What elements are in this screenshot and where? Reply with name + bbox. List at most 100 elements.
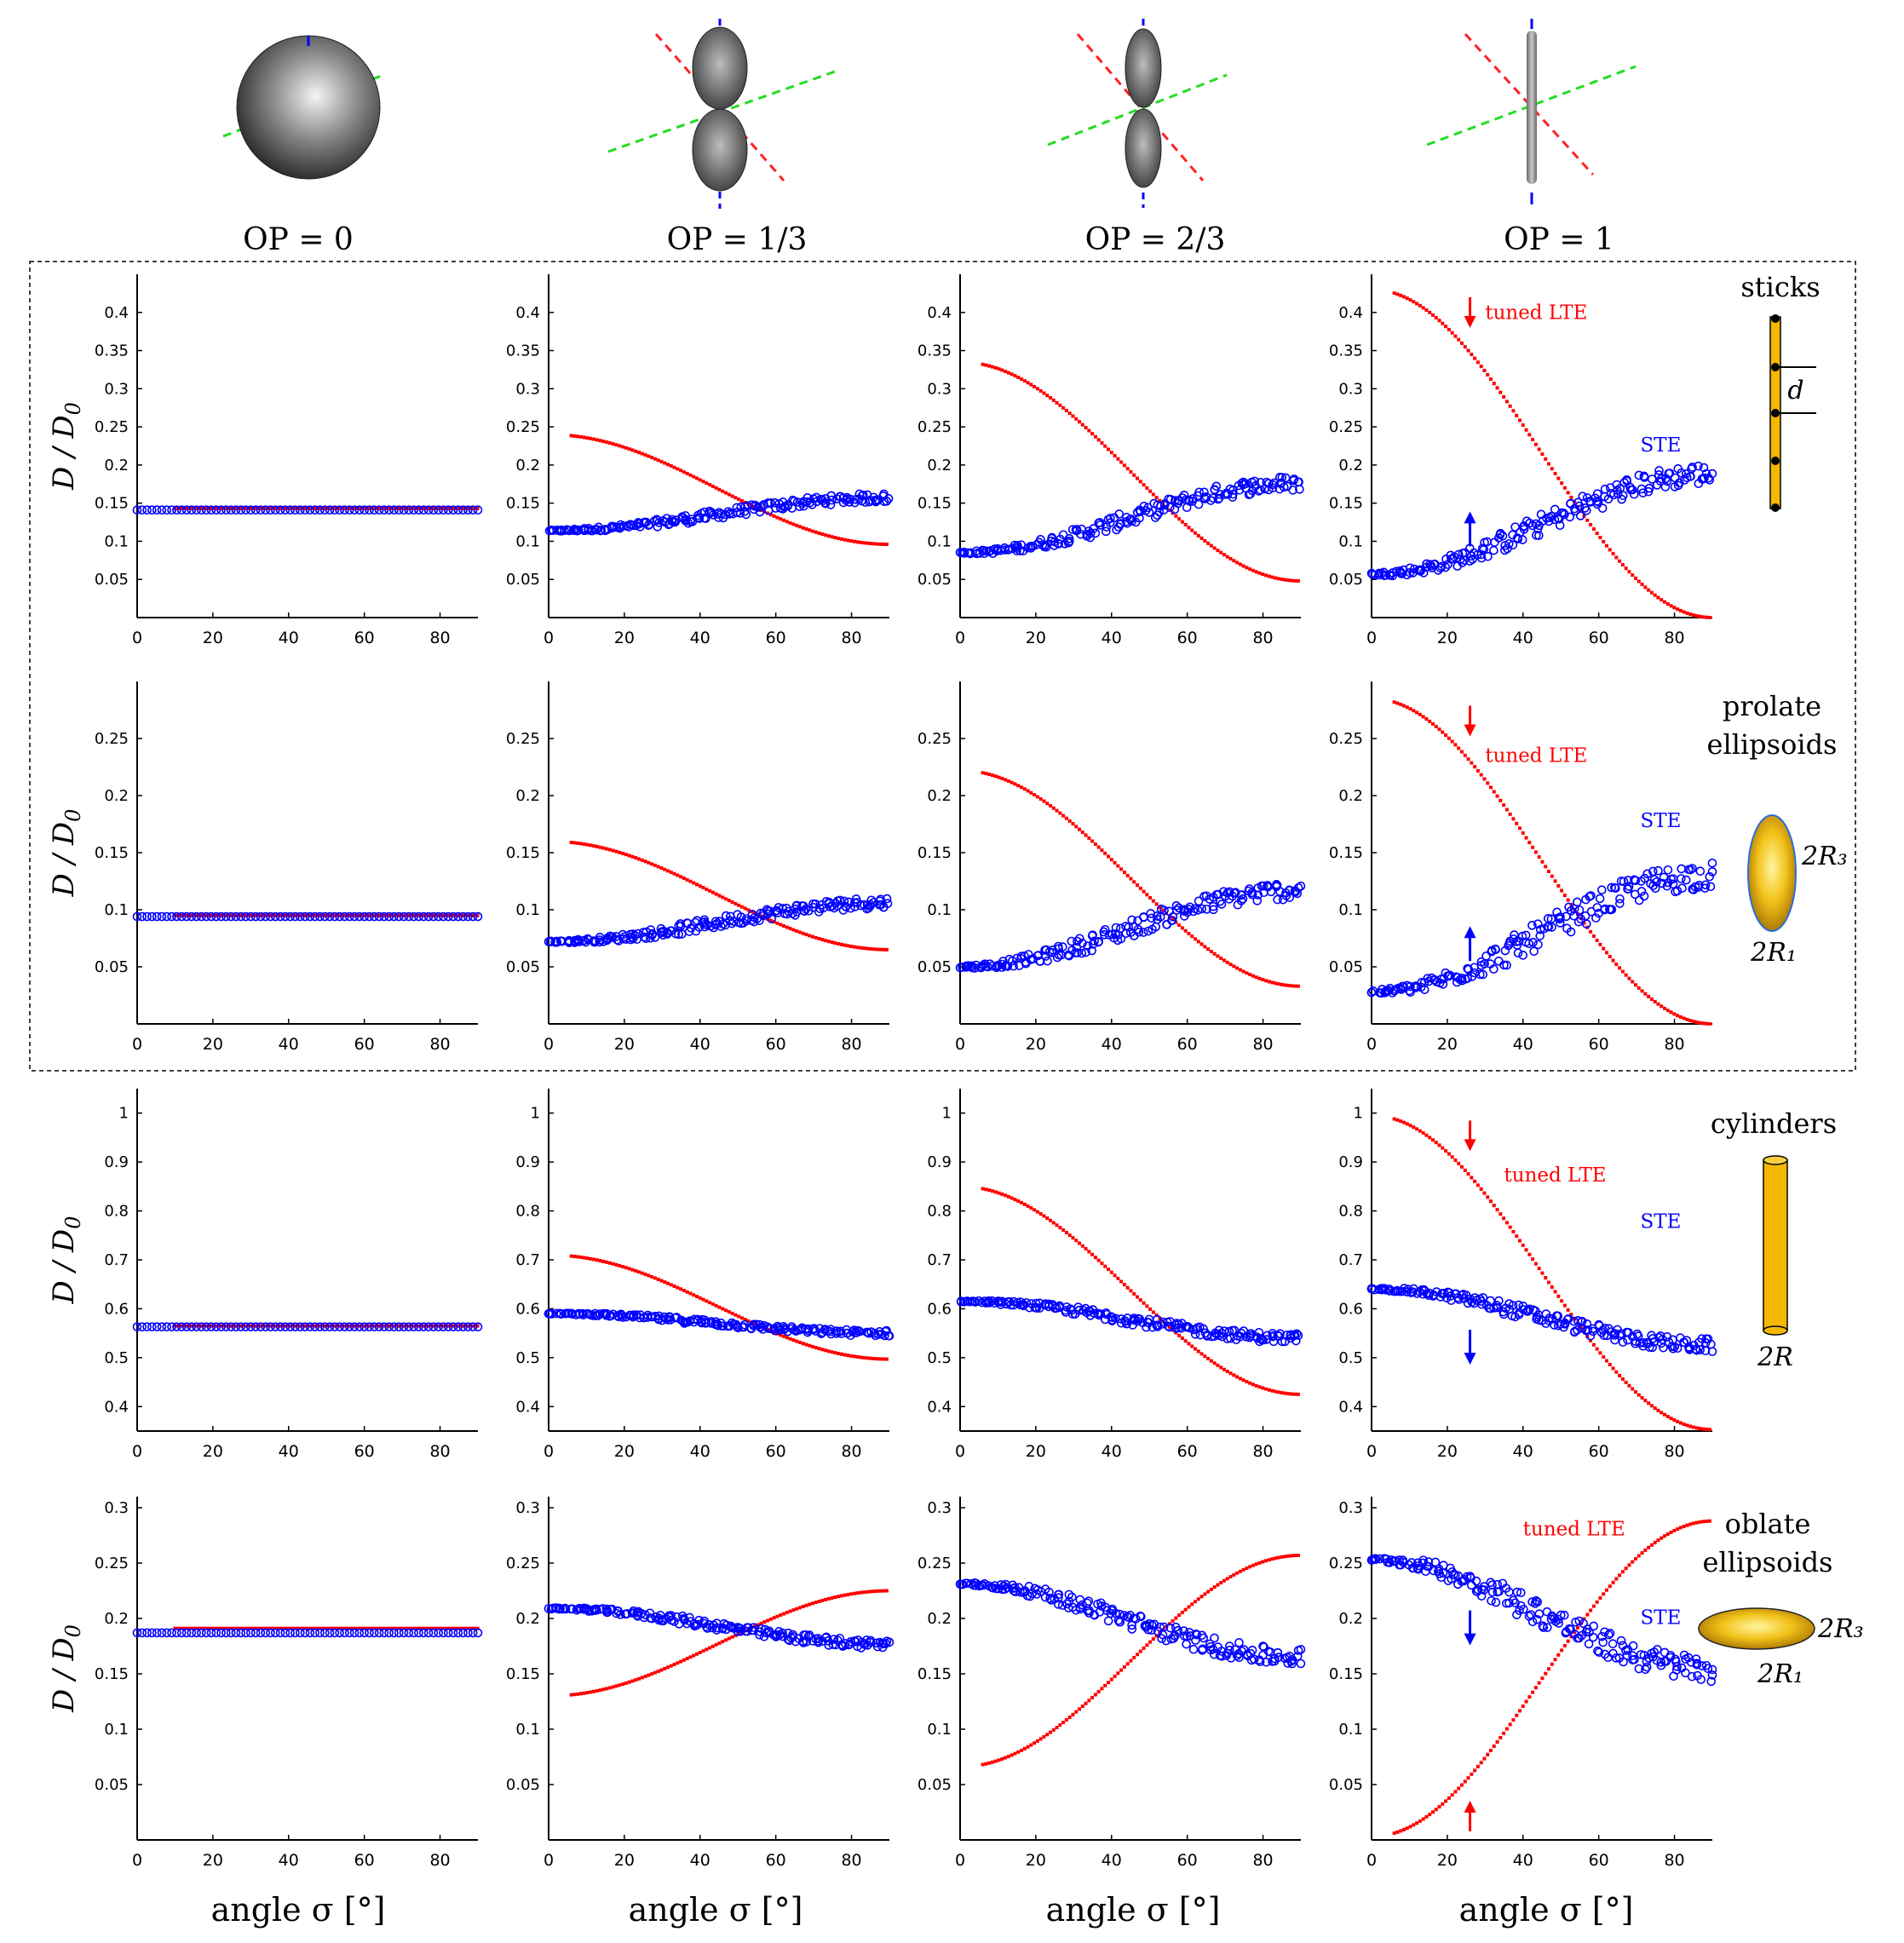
lte-point [363,913,367,917]
lte-point [453,1626,457,1630]
lte-point [430,1626,434,1630]
lte-point [1453,334,1458,338]
lte-point [833,941,837,946]
lte-point [1251,1563,1255,1567]
lte-point [592,844,596,848]
lte-point [1183,523,1188,527]
y-tick-label: 0.25 [917,418,952,436]
lte-point [253,506,257,510]
lte-point [1527,1252,1532,1256]
lte-point [305,1626,309,1630]
ste-arrowhead [1464,1633,1476,1646]
lte-point [1209,1587,1213,1591]
ste-point [162,1628,172,1638]
ste-point [1628,1641,1638,1651]
lte-point [981,771,985,775]
lte-point [797,1340,802,1344]
ste-point [221,1628,231,1638]
ste-point [384,1322,394,1331]
ste-point [1165,1322,1175,1332]
lte-point [1608,548,1612,552]
lte-point [1090,1695,1095,1699]
ste-point [1232,1651,1242,1661]
lte-point [1707,615,1711,619]
lte-point [1640,1551,1644,1555]
lte-point [434,1626,438,1630]
lte-point [1547,462,1550,466]
ste-point [1106,514,1115,523]
lte-point [1475,360,1480,365]
x-tick-label: 60 [354,629,375,647]
lte-point [1119,1668,1124,1672]
lte-point [698,1296,702,1300]
ste-point [1489,964,1498,974]
lte-point [1194,531,1197,535]
lte-point [1103,851,1107,855]
ste-point [1648,866,1658,877]
lte-point [627,854,631,858]
lte-point [1154,1634,1159,1638]
y-tick-label: 0.15 [917,1665,952,1683]
lte-point [753,1322,756,1326]
lte-point [1669,1417,1673,1421]
lte-point [987,1761,992,1765]
ste-point [564,526,574,536]
ste-point [1681,1668,1690,1678]
ste-point [1367,1284,1378,1294]
lte-point [1521,1704,1525,1709]
lte-point [1206,541,1211,545]
y-tick-label: 0.25 [506,1555,540,1572]
lte-point [1595,1600,1599,1604]
lte-point [656,1277,660,1281]
lte-point [1241,1378,1245,1383]
y-tick-label: 0.4 [104,304,129,322]
panel-prolate-ellipsoids-2: 0.050.10.150.20.250 20 40 60 80 [917,681,1306,1054]
x-tick-label: 0 [544,1851,554,1870]
lte-point [733,496,738,500]
lte-point [1511,1718,1516,1722]
ste-point [216,911,226,922]
ste-point [1647,474,1657,484]
lte-point [991,773,994,778]
ste-point [1250,1654,1259,1664]
lte-point [853,945,857,949]
y-tick-label: 0.5 [515,1349,540,1367]
lte-point [859,1355,863,1360]
x-tick-label: 60 [1177,1035,1198,1054]
lte-point [318,913,322,917]
lte-point [1045,802,1050,806]
lte-point [1595,532,1599,536]
ste-point [1256,485,1265,495]
ste-point [384,505,394,515]
lte-point [372,506,377,510]
ste-point [563,1308,572,1318]
lte-point [321,1626,325,1630]
lte-point [1663,1412,1666,1417]
lte-point [1293,1554,1297,1558]
ste-point [206,1628,216,1638]
lte-point [1395,1118,1400,1122]
lte-point [1399,702,1403,706]
ste-point [429,1628,439,1638]
lte-point [366,1626,371,1630]
lte-point [1151,492,1155,497]
lte-point [1418,1129,1422,1133]
lte-point [824,533,828,537]
ste-point [157,1322,167,1331]
lte-point [250,1626,255,1630]
lte-point [801,931,805,935]
lte-point [647,1673,651,1677]
lte-point [1405,296,1409,301]
lte-point [1405,1826,1409,1831]
lte-point [1640,1395,1644,1400]
panel-sticks-3: 0.050.10.150.20.250.30.350.40 20 40 60 80tun… [1329,274,1717,647]
lte-point [721,895,725,900]
lte-point [267,506,270,510]
ste-point [434,911,443,922]
ste-point [434,1322,443,1331]
lte-point [866,946,870,951]
ste-point [1538,1621,1548,1631]
lte-point [424,506,429,510]
lte-point [582,842,586,846]
ste-point [1180,905,1190,915]
